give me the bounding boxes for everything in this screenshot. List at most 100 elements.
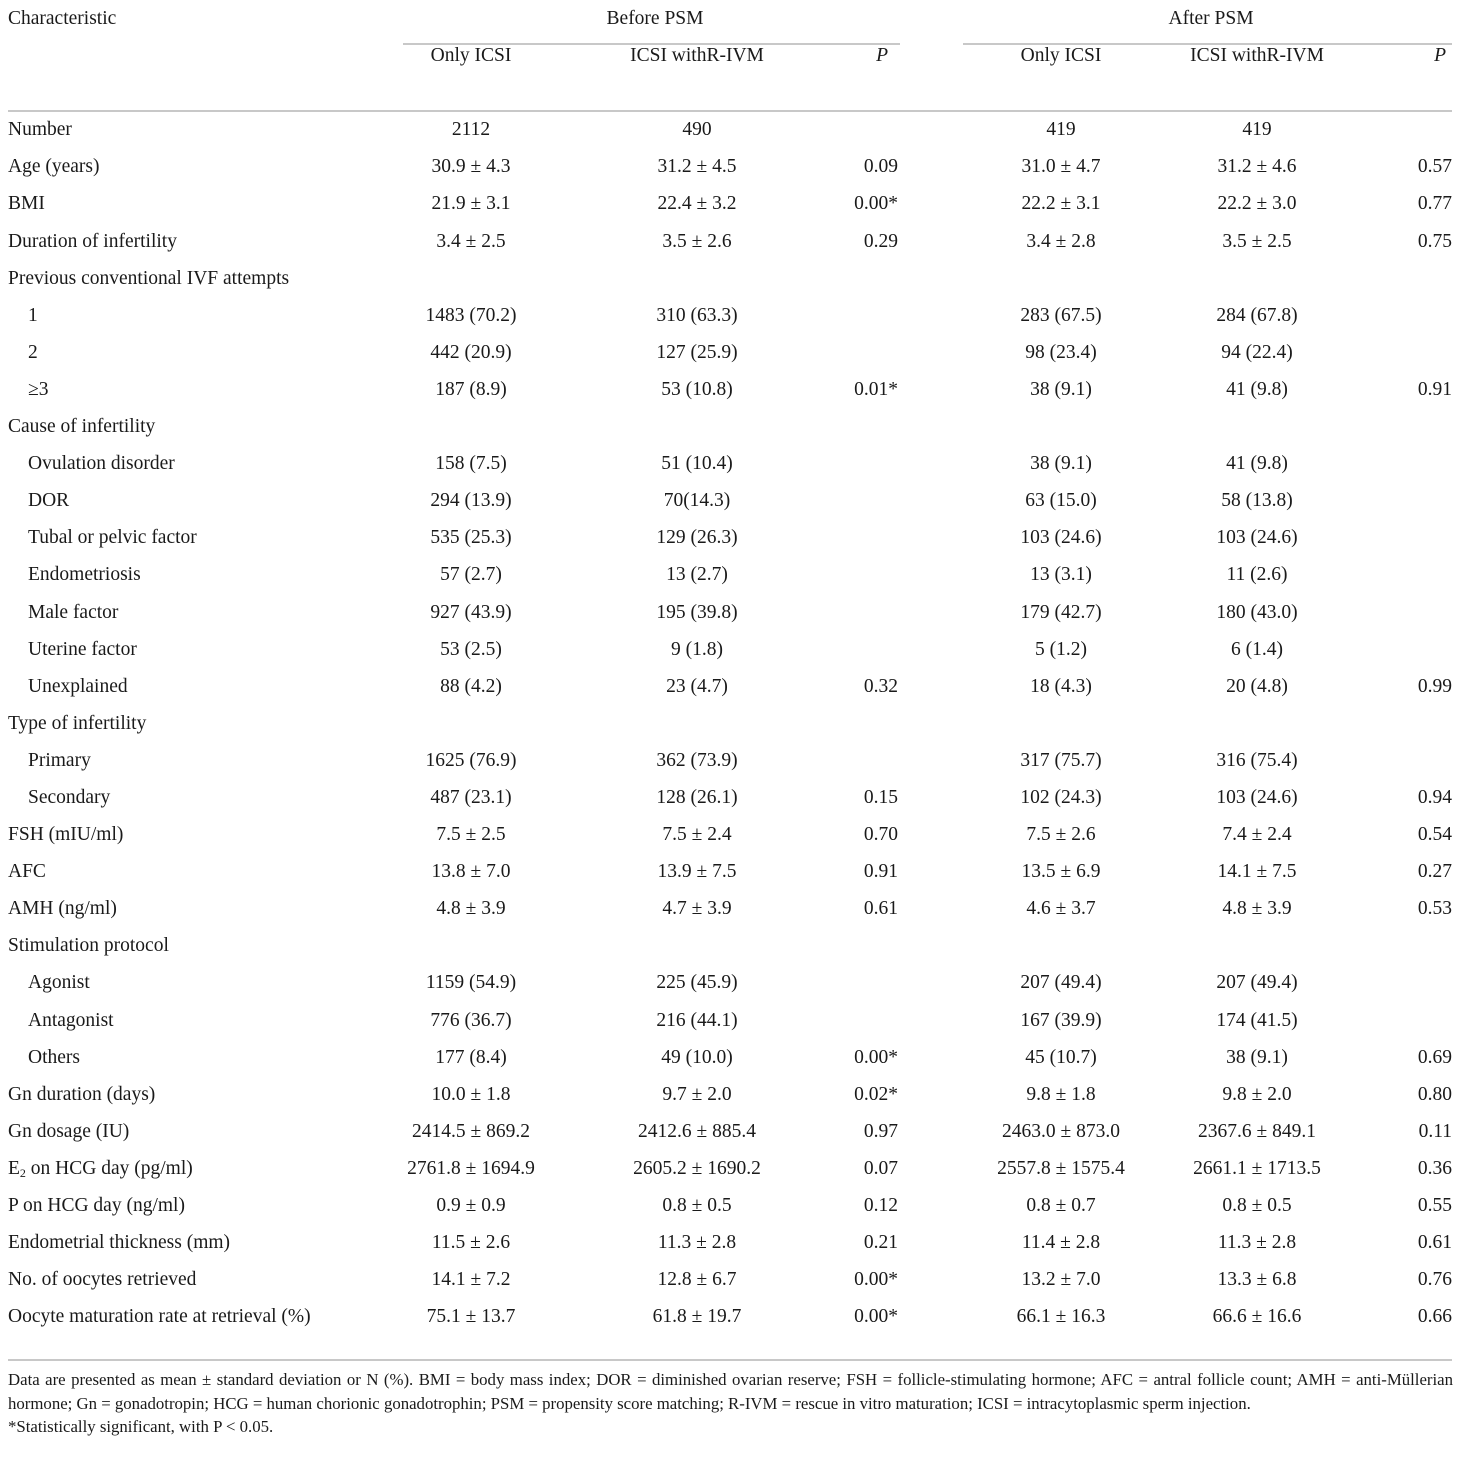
table-row: Uterine factor 53 (2.5) 9 (1.8) 5 (1.2) 6 (1… [0,631,1460,668]
data-table: Characteristic Before PSM After PSM Only… [0,0,1460,1335]
row-label: Gn dosage (IU) [8,1120,130,1142]
after-icsi-rivm-cell: 180 (43.0) [1216,601,1298,623]
table-row: Type of infertility [0,705,1460,742]
after-p-cell [1352,260,1460,297]
before-icsi-rivm-cell: 127 (25.9) [656,341,738,363]
after-icsi-rivm-cell [1160,408,1352,445]
row-label: AMH (ng/ml) [8,898,117,920]
before-only-icsi-cell: 10.0 ± 1.8 [431,1083,511,1105]
after-only-icsi-cell: 13 (3.1) [1030,564,1092,586]
after-icsi-rivm-header: ICSI withR-IVM [1190,45,1324,67]
row-label: Cause of infertility [8,416,156,438]
table-row: AMH (ng/ml) 4.8 ± 3.9 4.7 ± 3.9 0.61 4.6 ± 3… [0,890,1460,927]
before-p-cell [850,334,900,371]
after-icsi-rivm-cell: 94 (22.4) [1221,341,1293,363]
after-icsi-rivm-cell: 14.1 ± 7.5 [1217,861,1297,883]
after-p-cell: 0.61 [1417,1232,1453,1254]
after-p-cell: 0.77 [1417,193,1453,215]
before-p-cell: 0.00* [854,1306,899,1328]
before-p-cell: 0.29 [863,230,899,252]
abbreviations-note: Data are presented as mean ± standard de… [8,1370,1453,1413]
after-only-icsi-cell: 7.5 ± 2.6 [1026,824,1096,846]
after-icsi-rivm-cell: 174 (41.5) [1216,1009,1298,1031]
after-only-icsi-cell: 317 (75.7) [1020,749,1102,771]
table-row: Age (years) 30.9 ± 4.3 31.2 ± 4.5 0.09 31.0 … [0,148,1460,185]
table-row: Tubal or pelvic factor 535 (25.3) 129 (26.… [0,519,1460,556]
before-p-cell: 0.07 [863,1157,899,1179]
before-p-cell: 0.02* [854,1083,899,1105]
after-p-cell: 0.80 [1417,1083,1453,1105]
after-icsi-rivm-cell: 13.3 ± 6.8 [1217,1269,1297,1291]
before-icsi-rivm-cell: 49 (10.0) [661,1046,733,1068]
after-icsi-rivm-cell: 41 (9.8) [1226,453,1288,475]
table-row: Unexplained 88 (4.2) 23 (4.7) 0.32 18 (4.3) 2… [0,668,1460,705]
after-p-cell [1352,334,1460,371]
before-icsi-rivm-cell: 51 (10.4) [661,453,733,475]
before-only-icsi-cell: 3.4 ± 2.5 [436,230,506,252]
table-body: Number 2112 490 419 419 Age (years) 30.9 ± 4.3… [0,111,1460,1335]
row-label: Agonist [28,972,90,994]
after-p-cell: 0.54 [1417,824,1453,846]
after-only-icsi-cell: 102 (24.3) [1020,786,1102,808]
before-p-cell [850,297,900,334]
group-header-row: Characteristic Before PSM After PSM [0,0,1460,37]
before-icsi-rivm-cell: 2605.2 ± 1690.2 [633,1157,761,1179]
significance-note: *Statistically significant, with P < 0.0… [8,1417,274,1436]
row-label: 1 [28,304,38,326]
after-p-cell: 0.36 [1417,1157,1453,1179]
after-icsi-rivm-cell [1160,705,1352,742]
before-icsi-rivm-cell: 61.8 ± 19.7 [652,1306,742,1328]
after-only-icsi-cell: 167 (39.9) [1020,1009,1102,1031]
before-p-cell [850,964,900,1001]
before-p-cell: 0.15 [863,786,899,808]
before-only-icsi-cell [398,260,544,297]
after-p-cell [1352,631,1460,668]
after-icsi-rivm-cell: 316 (75.4) [1216,749,1298,771]
before-only-icsi-cell [398,408,544,445]
row-label: Stimulation protocol [8,935,169,957]
after-icsi-rivm-cell: 6 (1.4) [1231,638,1284,660]
before-only-icsi-cell [398,705,544,742]
after-icsi-rivm-cell: 31.2 ± 4.6 [1217,156,1297,178]
table-row: Oocyte maturation rate at retrieval (%) 7… [0,1298,1460,1335]
after-icsi-rivm-cell: 284 (67.8) [1216,304,1298,326]
after-only-icsi-cell [900,927,1160,964]
before-p-cell: 0.00* [854,193,899,215]
before-icsi-rivm-cell: 129 (26.3) [656,527,738,549]
before-p-cell: 0.12 [863,1195,899,1216]
after-only-icsi-cell: 3.4 ± 2.8 [1026,230,1096,252]
before-p-cell: 0.32 [863,675,899,697]
before-icsi-rivm-header: ICSI withR-IVM [630,45,764,67]
after-p-cell [1352,482,1460,519]
after-p-cell [1352,556,1460,593]
before-icsi-rivm-cell: 9 (1.8) [671,638,723,660]
before-p-cell: 0.00* [854,1046,899,1068]
after-p-cell [1352,705,1460,742]
after-only-icsi-cell: 4.6 ± 3.7 [1026,898,1096,920]
after-p-cell [1352,964,1460,1001]
before-icsi-rivm-cell: 3.5 ± 2.6 [662,230,732,252]
before-p-cell [850,111,900,148]
after-p-cell: 0.66 [1417,1306,1453,1328]
row-label: Duration of infertility [8,230,177,252]
after-p-cell: 0.76 [1417,1269,1453,1291]
row-label: Male factor [28,601,119,623]
row-label-subscript: 2 [19,1165,26,1180]
before-icsi-rivm-cell [544,705,850,742]
before-icsi-rivm-cell: 128 (26.1) [656,786,738,808]
after-only-icsi-cell: 38 (9.1) [1030,378,1092,400]
after-only-icsi-cell: 63 (15.0) [1025,490,1097,512]
after-only-icsi-cell: 2557.8 ± 1575.4 [997,1157,1125,1179]
before-icsi-rivm-cell [544,260,850,297]
before-only-icsi-cell: 11.5 ± 2.6 [431,1232,511,1254]
after-icsi-rivm-cell: 9.8 ± 2.0 [1222,1083,1292,1105]
after-only-icsi-cell: 9.8 ± 1.8 [1026,1083,1096,1105]
after-p-cell [1352,297,1460,334]
before-p-cell [850,519,900,556]
table-row: Others 177 (8.4) 49 (10.0) 0.00* 45 (10.7) 38… [0,1039,1460,1076]
row-label: Gn duration (days) [8,1083,156,1105]
after-icsi-rivm-cell: 2367.6 ± 849.1 [1198,1120,1316,1142]
before-icsi-rivm-cell: 2412.6 ± 885.4 [638,1120,756,1142]
row-label: Oocyte maturation rate at retrieval (%) [8,1306,311,1328]
after-icsi-rivm-cell [1160,260,1352,297]
